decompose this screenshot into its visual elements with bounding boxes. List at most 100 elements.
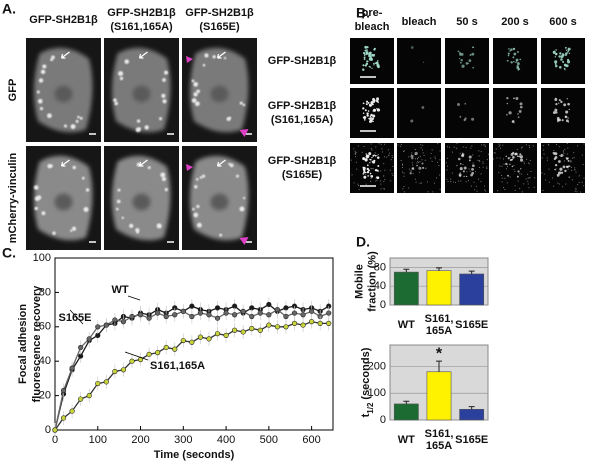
adhesion <box>228 162 231 166</box>
noise <box>412 164 414 166</box>
noise <box>520 147 522 149</box>
fluorescence <box>459 167 463 171</box>
fluorescence <box>371 67 373 69</box>
fluorescence <box>372 108 377 112</box>
noise <box>392 165 394 167</box>
fluorescence <box>518 109 522 113</box>
noise <box>583 177 585 179</box>
fluorescence <box>508 48 510 50</box>
noise <box>521 191 523 193</box>
noise <box>504 189 506 191</box>
noise <box>562 186 564 188</box>
noise <box>575 189 577 191</box>
noise <box>575 171 577 173</box>
data-point <box>240 329 246 335</box>
noise <box>417 156 419 158</box>
fluorescence <box>362 52 366 55</box>
column-header: GFP-SH2B1β <box>29 14 98 26</box>
noise <box>558 146 560 148</box>
x-tick-label: 400 <box>217 434 235 446</box>
noise <box>552 152 554 154</box>
fluorescence <box>516 51 519 53</box>
noise <box>453 146 455 148</box>
adhesion <box>195 177 199 181</box>
noise <box>384 143 386 145</box>
column-header: GFP-SH2B1β (S161,165A) <box>107 7 176 33</box>
noise <box>553 185 555 187</box>
noise <box>555 168 557 170</box>
noise <box>361 151 363 153</box>
adhesion <box>50 164 53 168</box>
noise <box>380 183 382 185</box>
data-point <box>249 313 255 320</box>
noise <box>527 177 529 179</box>
fluorescence <box>374 62 377 64</box>
fluorescence <box>457 50 460 53</box>
noise <box>358 184 360 186</box>
adhesion <box>197 222 202 228</box>
data-point <box>309 319 315 325</box>
noise <box>390 159 392 161</box>
noise <box>392 174 394 176</box>
data-point <box>137 312 144 318</box>
data-point <box>146 315 152 321</box>
fluorescence <box>411 157 414 160</box>
data-point <box>326 310 332 316</box>
data-point <box>112 317 118 323</box>
noise <box>371 168 373 170</box>
noise <box>480 181 482 183</box>
noise <box>383 181 385 183</box>
fluorescence <box>372 160 376 164</box>
fluorescence <box>369 115 372 118</box>
y-axis-label: Mobilefraction (%) <box>353 251 378 312</box>
fluorescence <box>554 163 558 167</box>
data-point <box>197 310 204 316</box>
row-header: GFP-SH2B1β (S165E) <box>268 155 337 181</box>
adhesion <box>81 176 85 180</box>
fluorescence <box>558 55 561 58</box>
adhesion <box>147 166 151 170</box>
noise <box>506 166 508 168</box>
y-tick-label: 0 <box>380 299 386 311</box>
noise <box>527 183 529 185</box>
noise <box>574 169 576 171</box>
noise <box>401 166 403 168</box>
fluorescence <box>362 112 365 114</box>
fluorescence <box>557 171 562 175</box>
noise <box>501 181 503 183</box>
fluorescence <box>467 62 470 65</box>
noise <box>564 148 566 150</box>
noise <box>499 144 501 146</box>
fluorescence <box>460 61 462 64</box>
noise <box>358 188 360 190</box>
series-label: S165E <box>58 312 91 324</box>
fluorescence <box>564 169 567 173</box>
fluorescence <box>561 119 564 122</box>
micrograph <box>493 38 537 84</box>
noise <box>496 157 498 159</box>
column-header: pre-bleach <box>355 7 390 33</box>
noise <box>465 147 467 149</box>
noise <box>478 150 480 152</box>
noise <box>403 172 405 174</box>
data-point <box>120 319 127 325</box>
noise <box>365 183 367 185</box>
noise <box>576 145 578 147</box>
noise <box>400 159 402 161</box>
noise <box>351 174 353 176</box>
noise <box>551 177 553 179</box>
adhesion <box>72 165 76 170</box>
noise <box>570 160 572 162</box>
y-tick-label: 80 <box>39 286 51 298</box>
adhesion <box>193 212 199 218</box>
noise <box>357 145 359 147</box>
noise <box>400 144 402 146</box>
fluorescence <box>568 165 571 167</box>
fluorescence <box>375 99 379 103</box>
noise <box>578 182 580 184</box>
fluorescence <box>519 102 523 106</box>
label-leader <box>127 295 141 301</box>
error-bar <box>436 360 442 372</box>
fluorescence <box>368 54 371 58</box>
noise <box>415 158 417 160</box>
